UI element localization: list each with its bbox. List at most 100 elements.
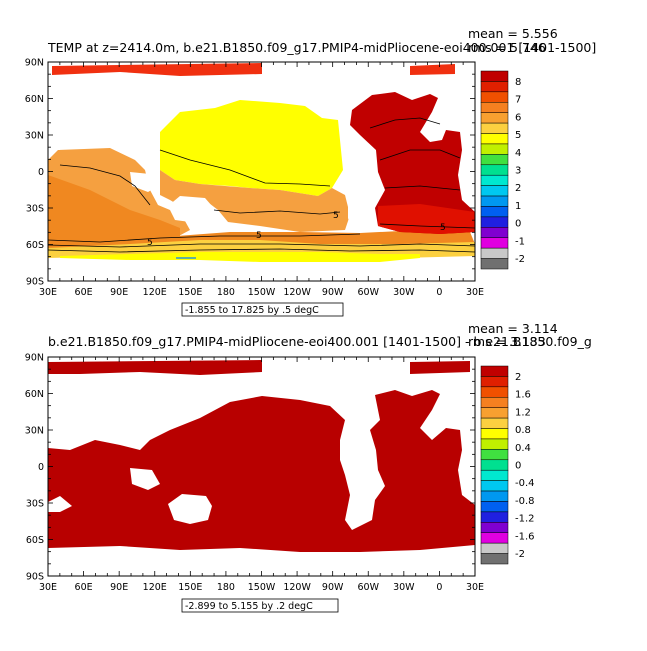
lat-label: 90S — [26, 277, 44, 288]
colorbar-swatch — [480, 490, 509, 502]
lon-label: 180 — [217, 582, 235, 593]
colorbar-label: -1.2 — [515, 514, 535, 525]
colorbar-swatch — [480, 407, 509, 419]
lon-label: 120W — [283, 287, 311, 298]
indian-ocean-deep-orange — [48, 175, 180, 240]
lon-label: 60E — [75, 582, 93, 593]
colorbar-swatch — [480, 522, 509, 533]
lat-label: 60S — [26, 535, 44, 546]
colorbar-label: 1.6 — [515, 390, 531, 401]
colorbar-swatch — [480, 428, 509, 440]
colorbar-label: 1.2 — [515, 407, 531, 418]
panel-1-range-label: -1.855 to 17.825 by .5 degC — [185, 305, 319, 316]
panel-2-colorbar: 2 1.6 1.2 0.8 0.4 0 -0.4 -0.8 -1.2 -1.6 -2 — [480, 365, 535, 565]
colorbar-swatch — [480, 553, 509, 565]
colorbar-label: 0 — [515, 461, 521, 472]
lon-label: 120E — [143, 287, 167, 298]
lon-label: 90W — [322, 582, 344, 593]
lon-label: 30E — [39, 582, 57, 593]
lat-label: 90N — [25, 353, 44, 364]
colorbar-swatch — [480, 174, 509, 186]
colorbar-label: 6 — [515, 112, 521, 123]
colorbar-swatch — [480, 438, 509, 450]
lat-label: 60N — [25, 389, 44, 400]
panel-2-ticks — [47, 356, 476, 577]
colorbar-swatch — [480, 164, 509, 176]
colorbar-label: 0.8 — [515, 425, 531, 436]
global-ocean-anomaly — [48, 390, 475, 552]
lon-label: 120W — [283, 582, 311, 593]
lat-label: 90S — [26, 572, 44, 583]
southern-ocean-band-light — [60, 252, 420, 262]
colorbar-swatch — [480, 258, 509, 270]
panel-1-title: TEMP at z=2414.0m, b.e21.B1850.f09_g17.P… — [47, 40, 596, 55]
atlantic-ocean-bright-red — [378, 204, 475, 234]
lat-label: 60S — [26, 240, 44, 251]
lat-label: 30S — [26, 204, 44, 215]
lat-label: 0 — [38, 462, 44, 473]
panel-2-rms-label: rms = 3.133 — [468, 334, 546, 349]
arctic-anomaly-east — [410, 361, 470, 374]
colorbar-label: 0 — [515, 219, 521, 230]
panel-1-lon-labels: 30E 60E 90E 120E 150E 180 150W 120W 90W 60W 30W 0 30… — [39, 287, 484, 298]
southern-ocean-gap — [48, 496, 72, 512]
colorbar-swatch — [480, 449, 509, 461]
colorbar-swatch — [480, 417, 509, 429]
contour-label: 5 — [333, 211, 339, 221]
lon-label: 30E — [39, 287, 57, 298]
contour-label: 5 — [256, 231, 262, 241]
maritime-continent-land-mask — [130, 468, 160, 490]
colorbar-swatch — [480, 365, 509, 377]
colorbar-swatch — [480, 542, 509, 554]
colorbar-swatch — [480, 216, 509, 228]
colorbar-label: 1 — [515, 201, 521, 212]
australia-land-mask — [168, 494, 212, 524]
pacific-ocean-yellow — [160, 100, 343, 196]
colorbar-swatch — [480, 154, 509, 166]
lon-label: 0 — [436, 287, 442, 298]
colorbar-swatch — [480, 195, 509, 207]
colorbar-label: 4 — [515, 148, 521, 159]
lon-label: 30W — [393, 582, 415, 593]
lon-label: 150W — [248, 582, 276, 593]
africa-land-mask — [48, 90, 60, 150]
colorbar-swatch — [480, 501, 509, 513]
lon-label: 30W — [393, 287, 415, 298]
contour-label: 5 — [440, 223, 446, 233]
panel-2-lat-labels: 90N 60N 30N 0 30S 60S 90S — [25, 353, 44, 583]
colorbar-swatch — [480, 122, 509, 134]
lon-label: 30E — [466, 287, 484, 298]
contour-label: 5 — [147, 238, 153, 248]
colorbar-swatch — [480, 376, 509, 388]
colorbar-label: -2 — [515, 549, 525, 560]
colorbar-swatch — [480, 70, 509, 82]
lon-label: 30E — [466, 582, 484, 593]
lat-label: 90N — [25, 58, 44, 69]
lon-label: 90W — [322, 287, 344, 298]
colorbar-label: -2 — [515, 254, 525, 265]
panel-2: b.e21.B1850.f09_g17.PMIP4-midPliocene-eo… — [25, 321, 592, 613]
south-america-land-mask — [345, 168, 378, 232]
panel-2-mean-label: mean = 3.114 — [468, 321, 558, 336]
panel-2-title: b.e21.B1850.f09_g17.PMIP4-midPliocene-eo… — [48, 334, 592, 349]
colorbar-swatch — [480, 511, 509, 523]
australia-land-mask — [168, 196, 212, 222]
colorbar-swatch — [480, 143, 509, 155]
colorbar-swatch — [480, 237, 509, 249]
panel-1: TEMP at z=2414.0m, b.e21.B1850.f09_g17.P… — [25, 26, 596, 317]
atlantic-ocean-red — [350, 92, 475, 234]
colorbar-label: 7 — [515, 95, 521, 106]
maritime-continent-land-mask — [130, 172, 158, 192]
lon-label: 90E — [110, 582, 128, 593]
lon-label: 180 — [217, 287, 235, 298]
arctic-anomaly — [48, 360, 262, 375]
arctic-ocean-region-east — [410, 64, 455, 75]
colorbar-swatch — [480, 133, 509, 145]
panel-2-range-label: -2.899 to 5.155 by .2 degC — [185, 601, 313, 612]
colorbar-label: 3 — [515, 166, 521, 177]
colorbar-label: 2 — [515, 372, 521, 383]
colorbar-swatch — [480, 247, 509, 259]
panel-1-map: 5 5 5 5 — [48, 63, 475, 262]
contour-labels: 5 5 5 5 — [147, 211, 446, 248]
